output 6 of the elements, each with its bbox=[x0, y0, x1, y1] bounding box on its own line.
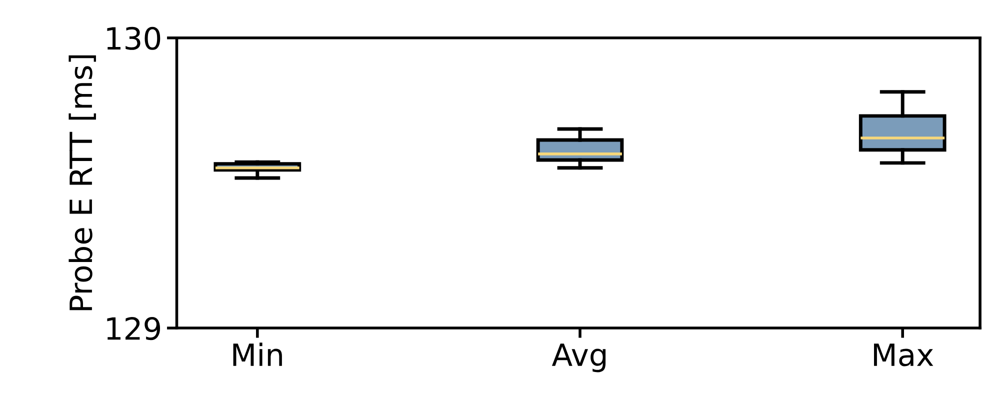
x-tick-label: Min bbox=[233, 342, 282, 366]
y-axis-title: Probe E RTT [ms] bbox=[68, 55, 96, 310]
x-tick-label: Max bbox=[874, 344, 934, 366]
y-tick-label: 129 bbox=[107, 316, 160, 340]
y-tick-label: 130 bbox=[107, 26, 160, 50]
x-tick-label: Avg bbox=[552, 344, 606, 372]
